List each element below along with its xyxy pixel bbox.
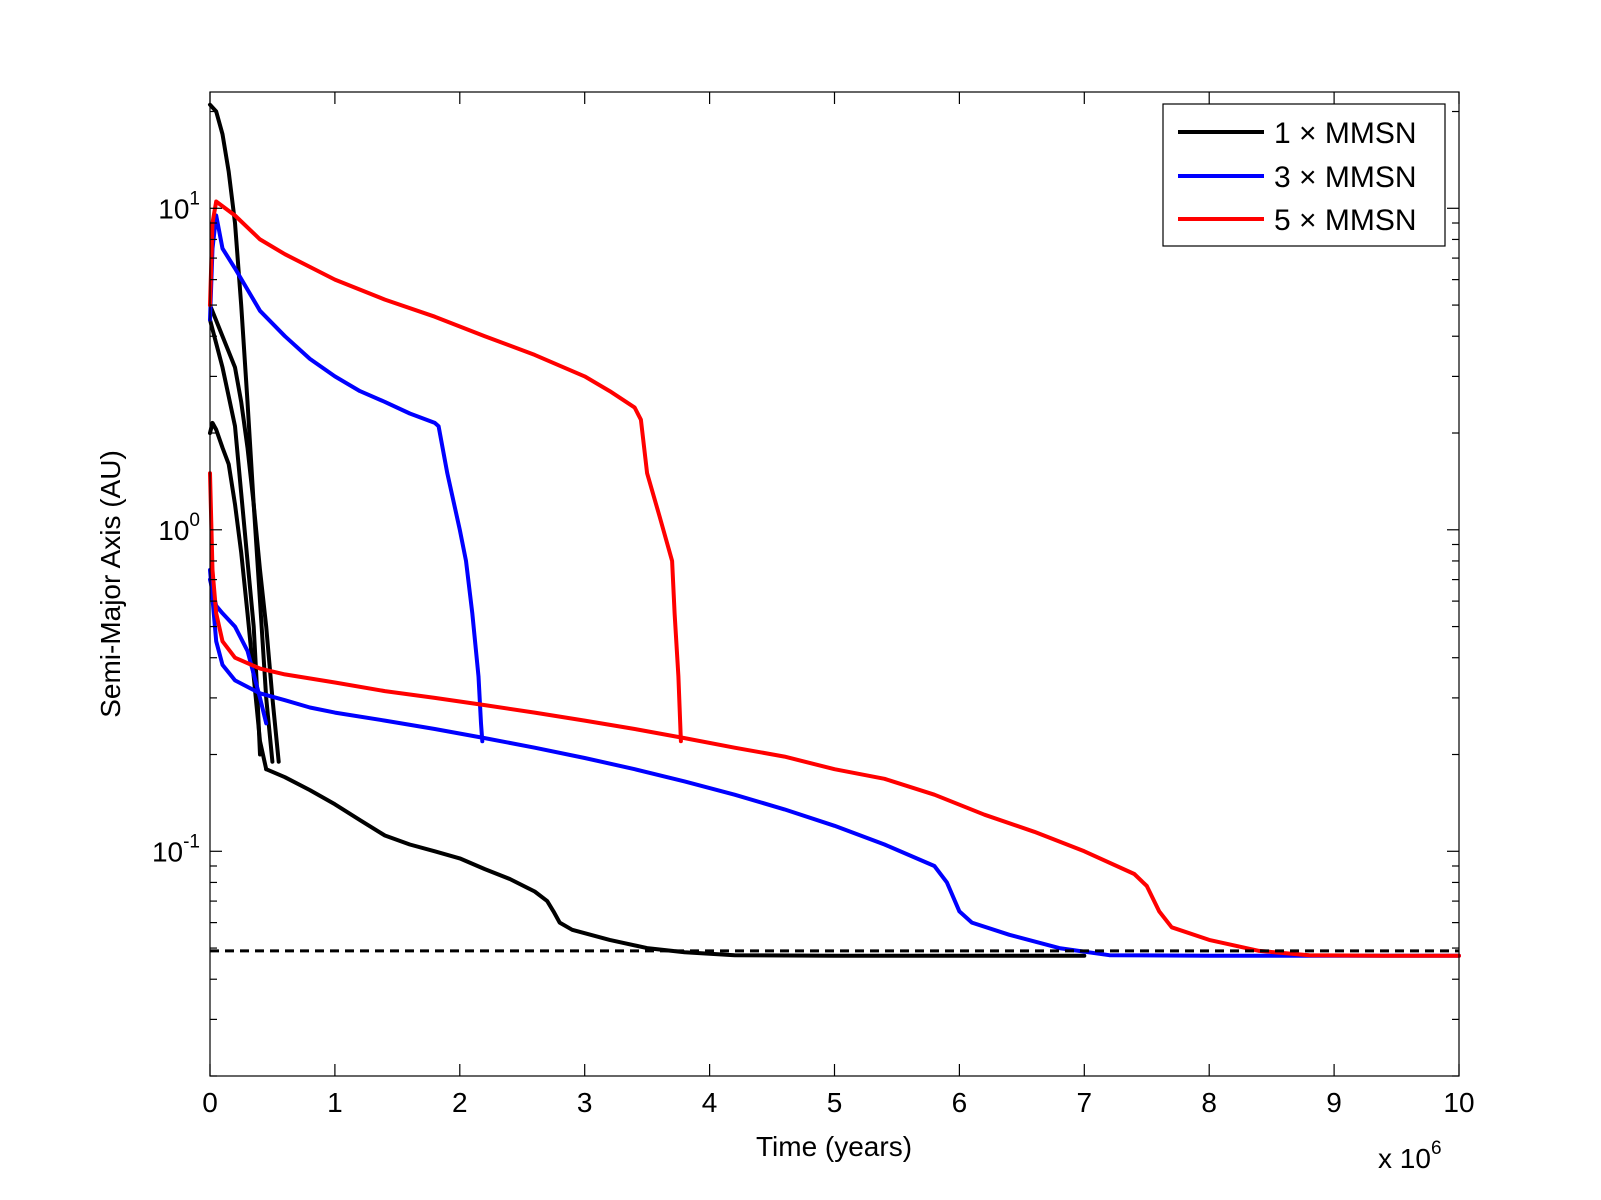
x-tick-label-8: 8 [1201,1087,1217,1118]
x-tick-label-9: 9 [1326,1087,1342,1118]
plot-area [210,92,1459,1076]
y-tick-label-2: 101 [158,188,200,224]
series-2-curve-1 [208,471,1461,958]
x-multiplier-base: x 10 [1378,1143,1431,1174]
y-tick-label-1: 100 [158,510,200,546]
x-tick-label-2: 2 [452,1087,468,1118]
x-tick-label-5: 5 [827,1087,843,1118]
series-0-curve-1 [208,317,262,757]
y-tick-label-exponent: 0 [189,510,200,531]
series-2-curve-0 [208,199,683,744]
x-tick-label-1: 1 [327,1087,343,1118]
y-axis-title: Semi-Major Axis (AU) [95,450,126,718]
x-tick-label-4: 4 [702,1087,718,1118]
y-tick-label-base: 10 [158,193,189,224]
series-0-curve-0 [208,102,275,764]
x-tick-label-0: 0 [202,1087,218,1118]
y-tick-label-exponent: 1 [189,188,200,209]
series-1-curve-2 [208,568,1461,958]
x-multiplier-exponent: 6 [1431,1138,1442,1159]
y-tick-label-base: 10 [152,836,183,867]
legend-label-5x: 5 × MMSN [1274,204,1417,237]
series-1-curve-0 [208,213,485,744]
y-tick-label-exponent: -1 [183,831,200,852]
x-tick-label-3: 3 [577,1087,593,1118]
legend-label-3x: 3 × MMSN [1274,161,1417,194]
legend-label-1x: 1 × MMSN [1274,117,1417,150]
series-layer [208,102,1461,958]
x-axis-ticks: 0 1 2 3 4 5 6 7 8 9 10 [202,92,1475,1118]
series-0-curve-2 [208,303,281,764]
x-axis-multiplier: x 106 [1378,1138,1442,1174]
x-tick-label-10: 10 [1443,1087,1474,1118]
x-tick-label-7: 7 [1077,1087,1093,1118]
x-tick-label-6: 6 [952,1087,968,1118]
svg-text:x 106: x 106 [1378,1138,1442,1174]
legend: 1 × MMSN 3 × MMSN 5 × MMSN [1162,103,1446,247]
y-tick-label-base: 10 [158,515,189,546]
x-axis-title: Time (years) [756,1131,912,1162]
y-tick-label-0: 10-1 [152,831,200,867]
series-0-curve-3 [208,420,269,772]
